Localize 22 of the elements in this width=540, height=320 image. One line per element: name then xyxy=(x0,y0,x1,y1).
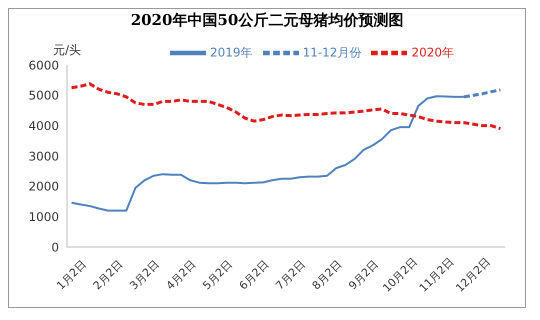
legend-label: 11-12月份 xyxy=(302,45,362,60)
legend-label: 2019年 xyxy=(210,45,253,60)
x-tick-label: 3月2日 xyxy=(127,258,162,292)
legend-label: 2020年 xyxy=(411,45,454,60)
chart-title: 2020年中国50公斤二元母猪均价预测图 xyxy=(130,11,404,30)
x-tick-label: 6月2日 xyxy=(236,258,272,292)
y-tick-label: 6000 xyxy=(28,58,59,72)
y-tick-label: 3000 xyxy=(28,149,59,164)
y-tick-label: 5000 xyxy=(28,88,59,103)
y-tick-label: 1000 xyxy=(28,210,59,224)
y-tick-label: 2000 xyxy=(28,180,59,194)
x-tick-label: 7月2日 xyxy=(273,258,308,292)
y-tick-label: 0 xyxy=(51,240,59,254)
x-tick-label: 9月2日 xyxy=(346,258,381,292)
x-tick-label: 2月2日 xyxy=(90,258,126,292)
x-tick-label: 8月2日 xyxy=(310,258,344,292)
y-tick-label: 4000 xyxy=(28,118,59,133)
x-tick-label: 1月2日 xyxy=(54,258,89,292)
y-axis-title: 元/头 xyxy=(53,42,82,59)
x-tick-label: 5月2日 xyxy=(200,258,235,292)
x-tick-label: 4月2日 xyxy=(164,258,198,292)
line-series xyxy=(70,82,502,130)
